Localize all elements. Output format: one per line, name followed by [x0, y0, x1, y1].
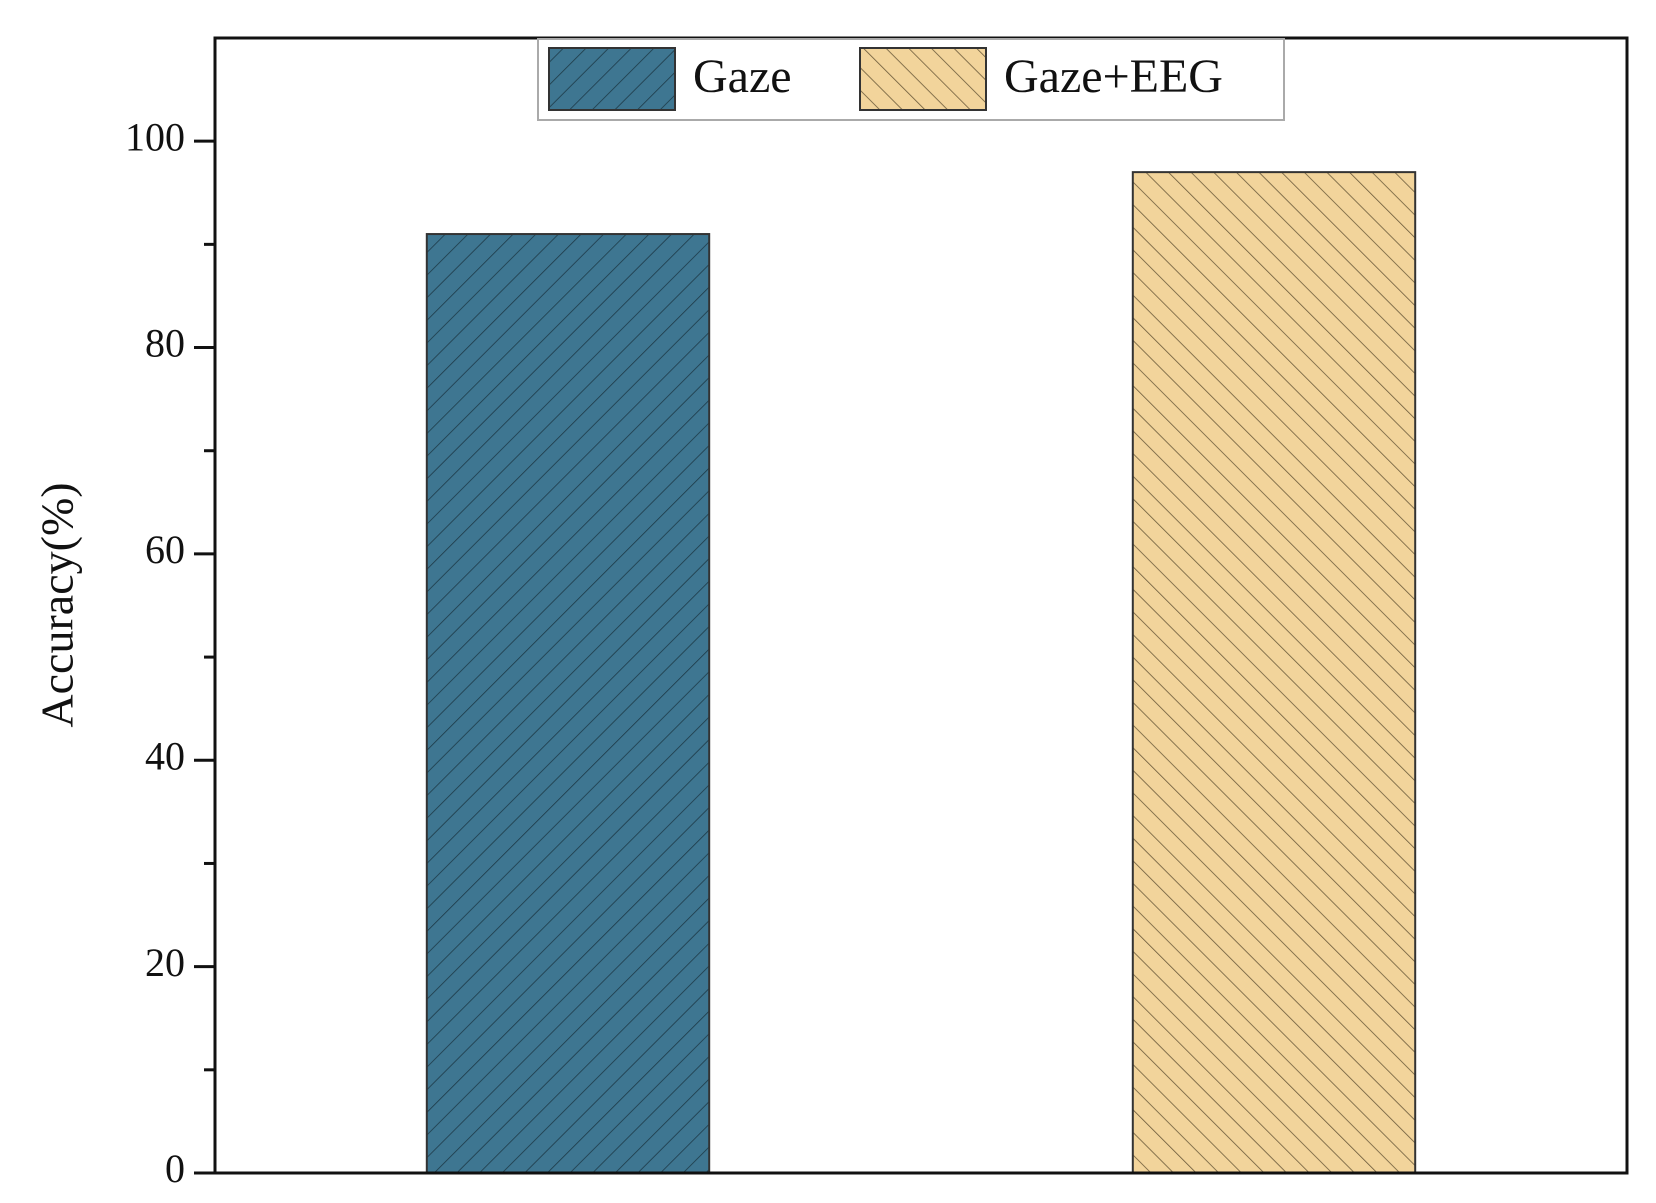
bar-group: [1131, 171, 1417, 1175]
bar-hatch: [425, 233, 711, 1174]
y-tick-label: 40: [145, 733, 185, 778]
y-tick-label: 0: [165, 1146, 185, 1191]
legend-label: Gaze: [693, 50, 792, 103]
legend-label: Gaze+EEG: [1004, 50, 1223, 103]
legend-swatch-hatch: [548, 47, 676, 111]
y-axis-label: Accuracy(%): [32, 482, 83, 727]
legend: Gaze Gaze+EEG: [537, 38, 1285, 121]
legend-swatch-hatch: [859, 47, 987, 111]
y-tick-label: 60: [145, 527, 185, 572]
y-tick-label: 100: [125, 114, 185, 159]
y-tick-label: 20: [145, 940, 185, 985]
bar-group: [425, 233, 711, 1174]
bar-hatch: [1131, 171, 1417, 1175]
y-tick-label: 80: [145, 321, 185, 366]
